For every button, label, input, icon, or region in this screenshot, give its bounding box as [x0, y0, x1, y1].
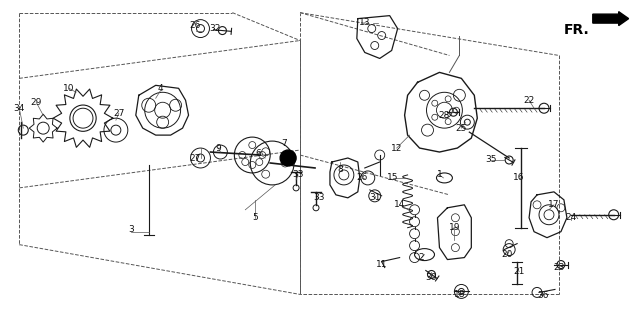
Text: 32: 32 [210, 24, 221, 33]
Text: 13: 13 [359, 18, 370, 27]
Text: 7: 7 [281, 139, 287, 148]
Text: 33: 33 [313, 193, 325, 202]
Text: 28: 28 [439, 111, 450, 120]
Text: 27: 27 [113, 109, 125, 118]
Text: 4: 4 [158, 84, 164, 93]
Text: 8: 8 [337, 165, 343, 174]
Text: 35: 35 [485, 156, 497, 164]
Text: 14: 14 [394, 200, 405, 209]
FancyArrow shape [593, 12, 629, 26]
Text: 12: 12 [391, 144, 403, 153]
Text: 31: 31 [369, 193, 380, 202]
Text: 25: 25 [456, 124, 467, 132]
Text: 36: 36 [537, 291, 549, 300]
Text: 26: 26 [356, 173, 367, 182]
Text: 3: 3 [128, 225, 134, 234]
Text: 22: 22 [523, 96, 535, 105]
Text: 34: 34 [14, 104, 25, 113]
Text: 30: 30 [426, 273, 437, 282]
Text: 15: 15 [387, 173, 398, 182]
Text: 17: 17 [548, 200, 560, 209]
Text: 6: 6 [255, 148, 261, 157]
Text: 11: 11 [376, 260, 387, 269]
Text: FR.: FR. [564, 23, 590, 36]
Text: 33: 33 [293, 171, 304, 180]
Text: 1: 1 [437, 171, 442, 180]
Text: 20: 20 [501, 250, 513, 259]
Text: 10: 10 [63, 84, 75, 93]
Text: 9: 9 [216, 144, 221, 153]
Text: 23: 23 [553, 263, 564, 272]
Text: 27: 27 [190, 154, 201, 163]
Text: 16: 16 [513, 173, 525, 182]
Circle shape [280, 150, 296, 166]
Text: 19: 19 [449, 223, 460, 232]
Text: 26: 26 [190, 21, 201, 30]
Text: 29: 29 [30, 98, 42, 107]
Text: 5: 5 [252, 213, 258, 222]
Text: 18: 18 [454, 290, 465, 299]
Text: 21: 21 [513, 267, 525, 276]
Text: 24: 24 [565, 213, 576, 222]
Text: 2: 2 [419, 253, 424, 262]
